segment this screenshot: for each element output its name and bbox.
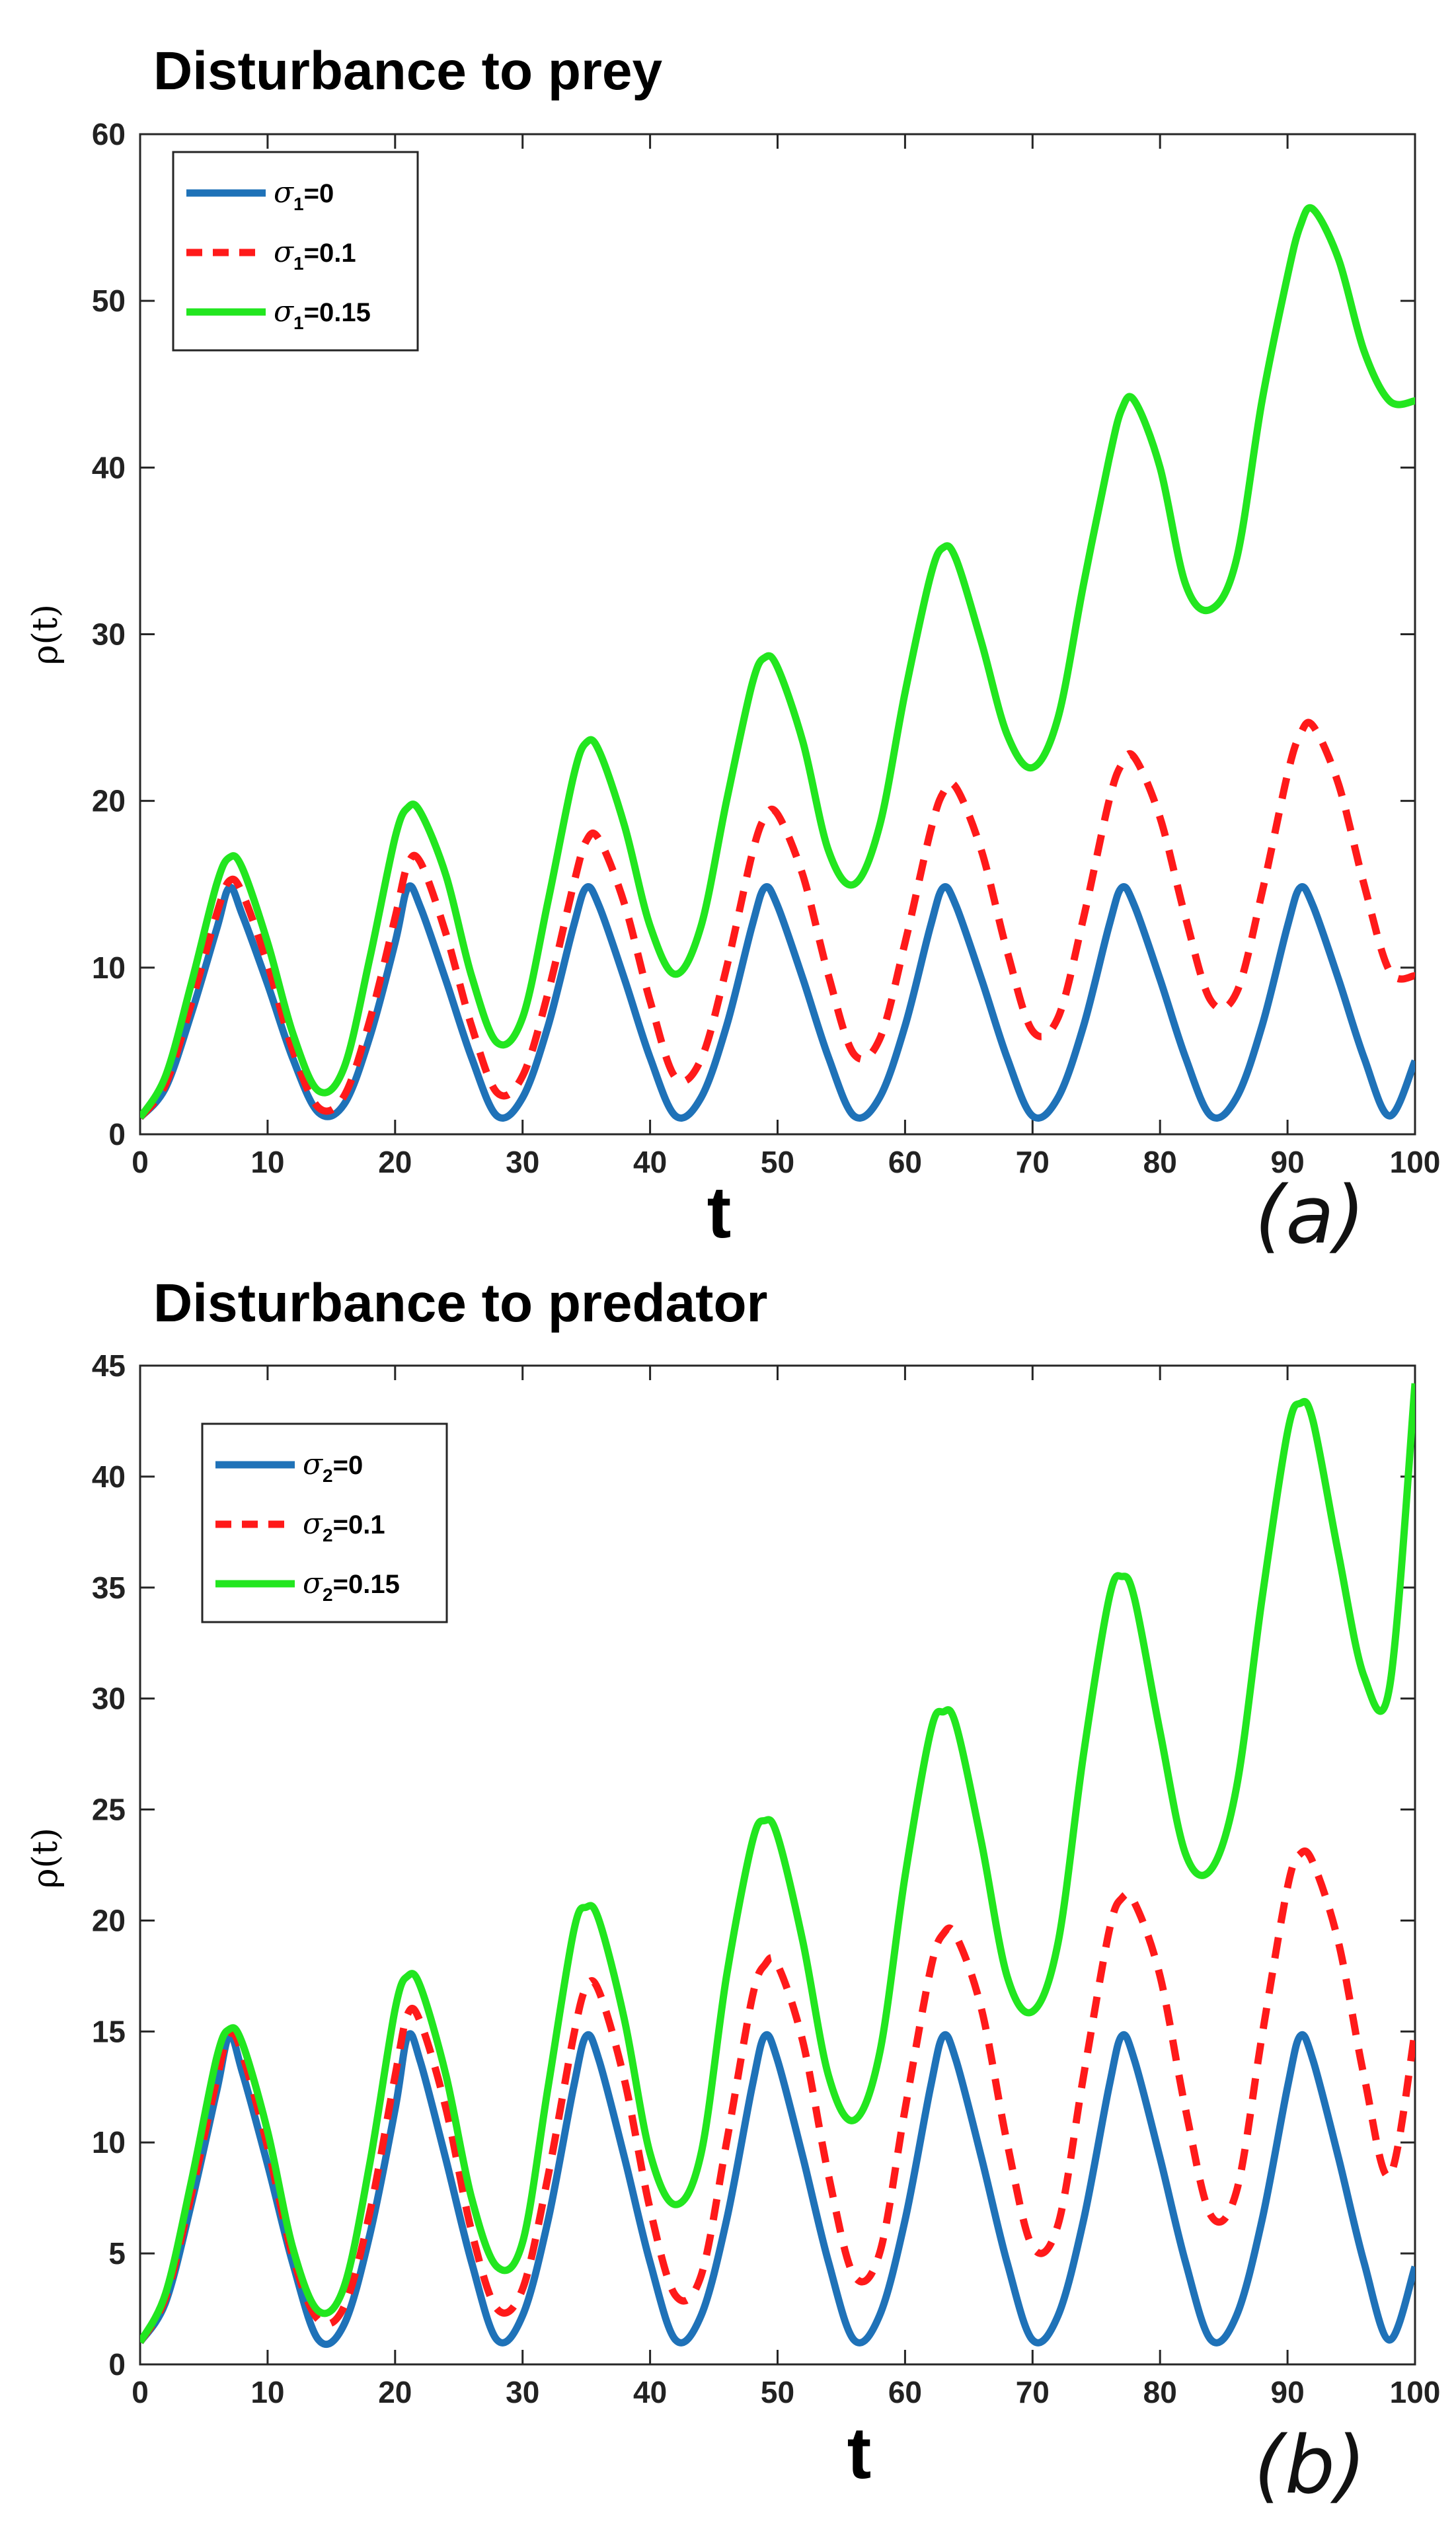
legend-subscript: 1	[293, 313, 304, 333]
legend-value: =0.15	[333, 1570, 400, 1599]
legend-subscript: 2	[323, 1525, 333, 1545]
y-tick-label: 35	[92, 1571, 126, 1605]
series-line-3	[140, 1383, 1415, 2345]
x-tick-label: 30	[506, 1145, 539, 1179]
y-tick-label: 15	[92, 2014, 126, 2048]
legend-box	[201, 1422, 448, 1623]
legend-symbol: σ	[274, 295, 295, 329]
x-axis-label: t	[707, 1172, 732, 1253]
legend-entry: σ2=0	[303, 1448, 363, 1486]
legend-symbol: σ	[303, 1507, 324, 1541]
legend-subscript: 1	[293, 253, 304, 274]
chart-title: Disturbance to predator	[153, 1273, 767, 1333]
y-tick-label: 10	[92, 951, 126, 985]
series-group	[140, 204, 1415, 1122]
y-tick-label: 10	[92, 2125, 126, 2159]
legend: σ2=0σ2=0.1σ2=0.15	[201, 1422, 448, 1623]
legend-symbol: σ	[274, 235, 295, 269]
legend: σ1=0σ1=0.1σ1=0.15	[172, 151, 419, 352]
legend-entry: σ1=0	[274, 176, 334, 214]
x-tick-label: 50	[761, 2375, 794, 2409]
series-line-1	[140, 882, 1415, 1122]
y-tick-label: 20	[92, 784, 126, 818]
y-tick-label: 30	[92, 1682, 126, 1716]
legend-entry: σ1=0.15	[274, 295, 371, 333]
y-tick-label: 0	[108, 2347, 126, 2382]
chart-title: Disturbance to prey	[153, 41, 662, 101]
panel-label: (b)	[1254, 2420, 1366, 2512]
legend-subscript: 2	[323, 1465, 333, 1486]
x-tick-label: 100	[1390, 2375, 1441, 2409]
chart-panel-b: Disturbance to predator 0 10 20 30 40 50 60 70 80…	[0, 1263, 1456, 2527]
y-tick-label: 0	[108, 1117, 126, 1151]
x-tick-label: 70	[1016, 1145, 1050, 1179]
x-tick-label: 60	[888, 1145, 922, 1179]
y-tick-label: 50	[92, 284, 126, 318]
legend-subscript: 2	[323, 1584, 333, 1605]
legend-value: =0.15	[304, 298, 371, 327]
x-tick-label: 60	[888, 2375, 922, 2409]
legend-subscript: 1	[293, 194, 304, 214]
legend-value: =0.1	[304, 239, 356, 268]
x-tick-label: 100	[1390, 1145, 1441, 1179]
chart-panel-a: Disturbance to prey 0 10 20 30 40 50 60 70 80 90 10…	[0, 0, 1456, 1263]
x-tick-label: 40	[633, 1145, 667, 1179]
x-tick-label: 40	[633, 2375, 667, 2409]
y-tick-label: 30	[92, 617, 126, 652]
legend-symbol: σ	[303, 1567, 324, 1600]
y-axis-label: ρ(t)	[26, 1828, 65, 1888]
x-tick-label: 10	[250, 2375, 284, 2409]
y-axis-label: ρ(t)	[26, 604, 65, 665]
y-tick-label: 60	[92, 117, 126, 151]
x-tick-label: 80	[1143, 1145, 1177, 1179]
series-line-2	[140, 1847, 1415, 2345]
x-tick-label: 70	[1016, 2375, 1050, 2409]
y-tick-label: 25	[92, 1793, 126, 1827]
series-line-1	[140, 2030, 1415, 2349]
x-tick-label: 30	[506, 2375, 539, 2409]
x-tick-label: 80	[1143, 2375, 1177, 2409]
legend-value: =0	[304, 179, 334, 208]
legend-symbol: σ	[274, 176, 295, 210]
series-group	[140, 1383, 1415, 2349]
panel-label: (a)	[1254, 1170, 1365, 1262]
y-tick-label: 40	[92, 1459, 126, 1494]
x-tick-label: 90	[1271, 1145, 1305, 1179]
legend-entry: σ1=0.1	[274, 235, 356, 274]
series-line-2	[140, 719, 1415, 1120]
x-tick-label: 10	[250, 1145, 284, 1179]
legend-value: =0	[333, 1451, 364, 1480]
x-tick-label: 20	[378, 2375, 412, 2409]
y-tick-label: 20	[92, 1903, 126, 1937]
x-tick-label: 50	[761, 1145, 794, 1179]
y-tick-label: 5	[108, 2236, 126, 2271]
legend-symbol: σ	[303, 1448, 324, 1481]
legend-entry: σ2=0.1	[303, 1507, 385, 1545]
x-tick-label: 0	[132, 1145, 149, 1179]
x-tick-label: 90	[1271, 2375, 1305, 2409]
legend-entry: σ2=0.15	[303, 1567, 400, 1605]
legend-value: =0.1	[333, 1510, 385, 1539]
y-tick-label: 45	[92, 1348, 126, 1383]
x-tick-label: 20	[378, 1145, 412, 1179]
x-axis-label: t	[847, 2413, 872, 2494]
x-tick-label: 0	[132, 2375, 149, 2409]
y-tick-label: 40	[92, 450, 126, 485]
series-line-3	[140, 204, 1415, 1120]
